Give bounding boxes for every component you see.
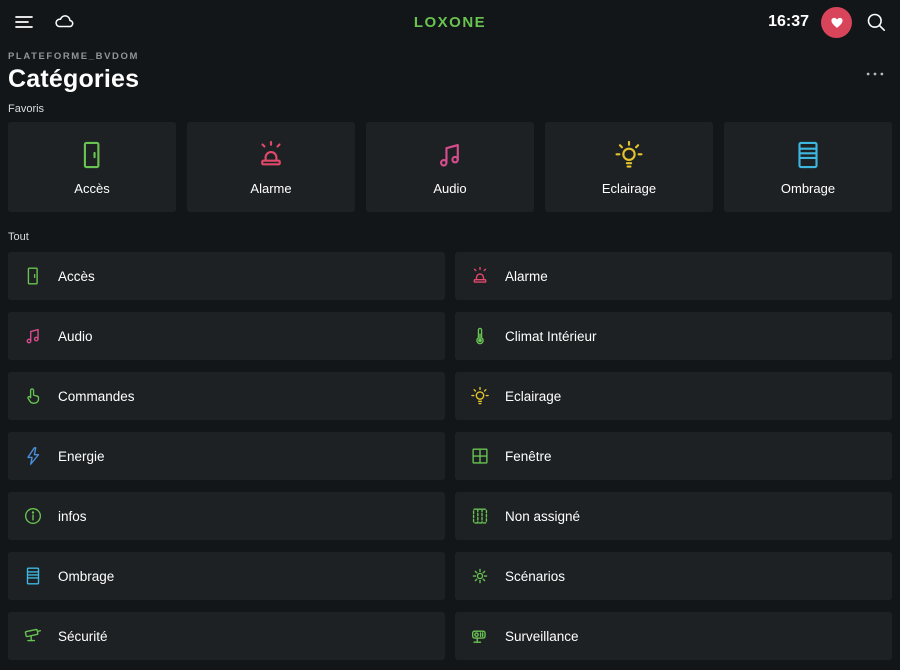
info-icon <box>22 505 44 527</box>
category-label: Energie <box>58 448 105 464</box>
category-label: Fenêtre <box>505 448 552 464</box>
category-label: Surveillance <box>505 628 579 644</box>
category-label: Eclairage <box>505 388 562 404</box>
favorites-section-label: Favoris <box>8 103 45 115</box>
window-icon <box>469 445 491 467</box>
favorite-card-label: Ombrage <box>780 181 836 196</box>
placeholder-icon <box>469 505 491 527</box>
category-label: Non assigné <box>505 508 581 524</box>
favorite-card-ombrage[interactable]: Ombrage <box>724 122 892 212</box>
page-header: PLATEFORME_BVDOM Catégories <box>0 44 900 94</box>
category-item-acces[interactable]: Accès <box>8 252 445 300</box>
category-item-non-assigne[interactable]: Non assigné <box>455 492 892 540</box>
page-title: Catégories <box>8 65 140 93</box>
siren-icon <box>254 138 288 172</box>
bulb-icon <box>612 138 646 172</box>
favorite-card-eclairage[interactable]: Eclairage <box>545 122 713 212</box>
topbar-left <box>12 10 76 34</box>
favorite-card-acces[interactable]: Accès <box>8 122 176 212</box>
door-icon <box>22 265 44 287</box>
category-label: Climat Intérieur <box>505 328 597 344</box>
favorite-card-audio[interactable]: Audio <box>366 122 534 212</box>
siren-icon <box>469 265 491 287</box>
category-label: Audio <box>58 328 93 344</box>
door-icon <box>75 138 109 172</box>
title-block: PLATEFORME_BVDOM Catégories <box>8 51 139 94</box>
category-item-commandes[interactable]: Commandes <box>8 372 445 420</box>
category-item-alarme[interactable]: Alarme <box>455 252 892 300</box>
category-label: infos <box>58 508 87 524</box>
category-item-infos[interactable]: infos <box>8 492 445 540</box>
category-item-securite[interactable]: Sécurité <box>8 612 445 660</box>
thermometer-icon <box>469 325 491 347</box>
category-item-eclairage[interactable]: Eclairage <box>455 372 892 420</box>
category-label: Alarme <box>505 268 548 284</box>
category-label: Scénarios <box>505 568 566 584</box>
category-item-audio[interactable]: Audio <box>8 312 445 360</box>
cctv-icon <box>22 625 44 647</box>
more-options-icon[interactable] <box>864 63 886 85</box>
blinds-icon <box>22 565 44 587</box>
favorite-card-label: Eclairage <box>601 181 657 196</box>
favorites-button[interactable] <box>821 6 852 38</box>
gear-icon <box>469 565 491 587</box>
category-label: Accès <box>58 268 95 284</box>
top-bar: LOXONE 16:37 <box>0 0 900 44</box>
favorite-card-label: Accès <box>74 181 110 196</box>
loxone-logo: LOXONE <box>413 13 487 31</box>
category-item-climat[interactable]: Climat Intérieur <box>455 312 892 360</box>
search-icon[interactable] <box>864 10 888 34</box>
category-label: Sécurité <box>58 628 108 644</box>
favorite-card-label: Alarme <box>250 181 292 196</box>
surveillance-icon <box>469 625 491 647</box>
category-item-energie[interactable]: Energie <box>8 432 445 480</box>
music-note-icon <box>433 138 467 172</box>
clock: 16:37 <box>768 13 809 30</box>
blinds-icon <box>791 138 825 172</box>
favorite-card-label: Audio <box>433 181 467 196</box>
category-item-surveillance[interactable]: Surveillance <box>455 612 892 660</box>
cloud-icon[interactable] <box>52 10 76 34</box>
category-item-fenetre[interactable]: Fenêtre <box>455 432 892 480</box>
menu-icon[interactable] <box>12 10 36 34</box>
heart-icon <box>828 13 846 31</box>
all-section-label: Tout <box>8 231 29 243</box>
favorite-card-alarme[interactable]: Alarme <box>187 122 355 212</box>
topbar-right: 16:37 <box>768 6 888 38</box>
hand-icon <box>22 385 44 407</box>
category-label: Commandes <box>58 388 135 404</box>
category-label: Ombrage <box>58 568 115 584</box>
lightning-icon <box>22 445 44 467</box>
category-item-ombrage[interactable]: Ombrage <box>8 552 445 600</box>
breadcrumb: PLATEFORME_BVDOM <box>8 51 139 62</box>
favorites-row: Accès Alarme Audio Eclairage Ombrage <box>8 122 892 212</box>
music-note-icon <box>22 325 44 347</box>
category-item-scenarios[interactable]: Scénarios <box>455 552 892 600</box>
bulb-icon <box>469 385 491 407</box>
category-grid: Accès Alarme Audio Climat Intérieur Comm… <box>8 252 892 660</box>
